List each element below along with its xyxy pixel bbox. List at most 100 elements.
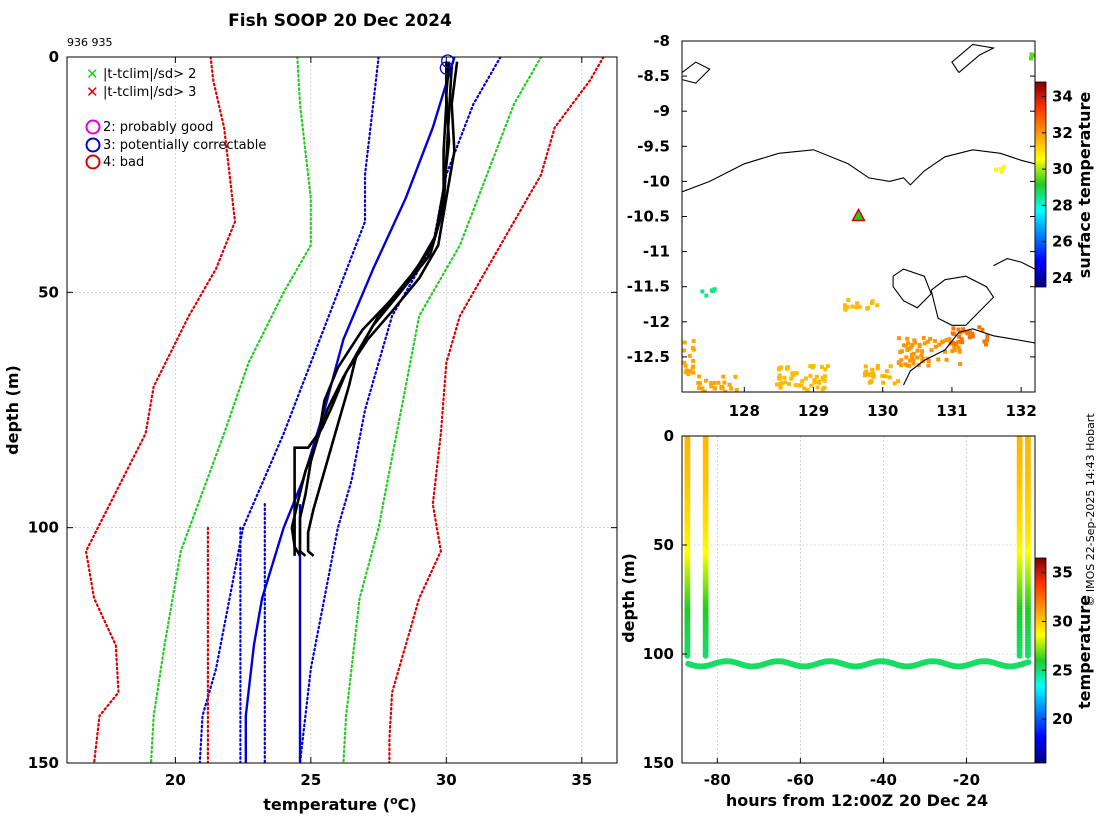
sst-pixel (777, 382, 782, 387)
main-xlabel-unit: C) (398, 795, 417, 814)
sst-pixel (850, 304, 855, 309)
bottom-sample-dot (1025, 659, 1032, 666)
sst-pixel (956, 327, 961, 332)
sst-pixel (779, 365, 784, 370)
cast-sample-dot (702, 652, 709, 659)
sst-pixel (697, 385, 702, 390)
coastline (993, 258, 1035, 270)
sst-pixel (777, 376, 782, 381)
sst-pixel (845, 305, 850, 310)
sst-pixel (892, 381, 897, 386)
sst-pixel (1028, 56, 1033, 61)
temperature-colorbar-ticks: 20 25 30 35 (1042, 564, 1073, 728)
figure-title: Fish SOOP 20 Dec 2024 (228, 11, 452, 31)
sst-pixel (793, 371, 798, 376)
sst-pixel (812, 380, 817, 385)
main-ytick-label: 0 (49, 48, 59, 66)
sst-pixel (904, 355, 909, 360)
sst-pixel (887, 375, 892, 380)
sst-pixel (926, 363, 931, 368)
sst-pixel (696, 380, 701, 385)
sst-pixel (684, 368, 689, 373)
main-axes-frame (66, 56, 618, 764)
map-ytick-label: -12 (643, 313, 670, 331)
time-xtick-label: -60 (787, 771, 814, 789)
sst-pixel (704, 293, 709, 298)
sst-pixel (941, 339, 946, 344)
sst-pixel (722, 380, 727, 385)
colorbar-tick-label: 20 (1052, 710, 1073, 728)
sst-pixel (712, 386, 717, 391)
sst-pixel (811, 364, 816, 369)
main-ticks: 20 25 30 35 0 50 100 150 (28, 48, 617, 789)
main-xlabel-degree: o (390, 794, 398, 807)
time-xtick-label: -20 (953, 771, 980, 789)
ship-position-triangle (851, 207, 866, 222)
sst-pixel (843, 306, 848, 311)
sst-pixel (956, 345, 961, 350)
series-line-clim-3sd-low (84, 57, 237, 763)
sst-pixel (709, 381, 714, 386)
surface-temp-colorbar-ticks: 24 26 28 30 32 34 (1042, 88, 1073, 287)
sst-pixel (910, 342, 915, 347)
sst-pixel (875, 303, 880, 308)
sst-pixel (908, 345, 913, 350)
sst-pixel (985, 338, 990, 343)
sst-pixel (814, 374, 819, 379)
sst-pixel (896, 336, 901, 341)
sst-pixel (912, 340, 917, 345)
sst-pixel (691, 358, 696, 363)
sst-pixel (808, 373, 813, 378)
sst-pixel (956, 339, 961, 344)
map-content (682, 43, 1035, 392)
time-ytick-label: 0 (664, 427, 674, 445)
sst-pixel (779, 381, 784, 386)
main-ytick-label: 50 (38, 283, 59, 301)
main-xtick-label: 35 (571, 771, 592, 789)
sst-pixel (994, 167, 999, 172)
sst-pixel (920, 356, 925, 361)
legend-circle-blue-icon (85, 137, 101, 153)
sst-pixel (808, 364, 813, 369)
sst-pixel (922, 341, 927, 346)
sst-pixel (896, 379, 901, 384)
map-ytick-label: -11 (643, 243, 670, 261)
sst-pixel (727, 382, 732, 387)
sst-pixel (791, 372, 796, 377)
sst-pixel (783, 380, 788, 385)
sst-pixel (898, 350, 903, 355)
sst-pixel (880, 373, 885, 378)
sst-pixel (906, 363, 911, 368)
series-line-clim-3sd-high (388, 57, 605, 763)
temperature-colorbar-label: temperature (1075, 595, 1094, 709)
sst-pixel (980, 327, 985, 332)
cast-sample-dot (1016, 652, 1023, 659)
colorbar-tick-label: 32 (1052, 124, 1073, 142)
legend-circle-red-icon (85, 154, 101, 170)
sst-pixel (933, 344, 938, 349)
sst-pixel (733, 374, 738, 379)
sst-pixel (985, 334, 990, 339)
sst-pixel (690, 345, 695, 350)
sst-pixel (857, 304, 862, 309)
sst-pixel (905, 336, 910, 341)
sst-pixel (802, 386, 807, 391)
sst-pixel (868, 373, 873, 378)
sst-pixel (854, 305, 859, 310)
surface-temp-colorbar-label: surface temperature (1075, 92, 1094, 279)
sst-pixel (716, 380, 721, 385)
sst-pixel (904, 343, 909, 348)
map-ytick-label: -9 (653, 102, 670, 120)
sst-pixel (683, 370, 688, 375)
time-content (684, 436, 1032, 670)
sst-pixel (683, 363, 688, 368)
sst-pixel (953, 341, 958, 346)
sst-pixel (799, 383, 804, 388)
sst-pixel (700, 386, 705, 391)
map-xtick-label: 131 (936, 402, 967, 420)
map-xtick-label: 129 (798, 402, 829, 420)
time-xlabel: hours from 12:00Z 20 Dec 24 (726, 791, 988, 810)
sst-pixel (682, 348, 687, 353)
sst-pixel (903, 362, 908, 367)
sst-pixel (870, 367, 875, 372)
